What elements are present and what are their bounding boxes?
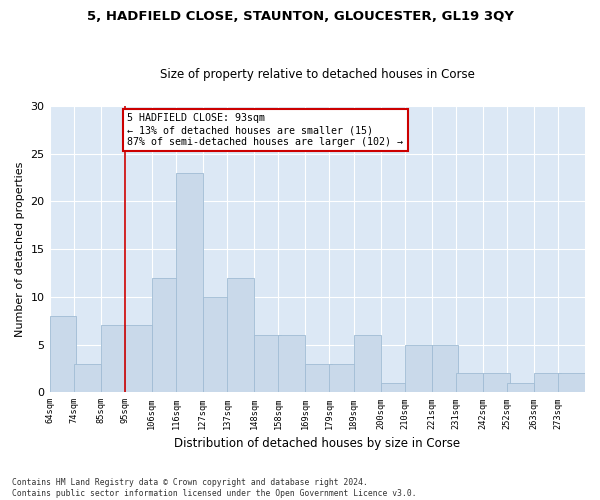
Bar: [203, 297, 230, 392]
Bar: [534, 373, 560, 392]
Y-axis label: Number of detached properties: Number of detached properties: [15, 162, 25, 336]
Bar: [405, 344, 431, 393]
Bar: [278, 335, 305, 392]
Bar: [354, 335, 380, 392]
Bar: [74, 364, 101, 392]
Bar: [483, 373, 509, 392]
Text: 5 HADFIELD CLOSE: 93sqm
← 13% of detached houses are smaller (15)
87% of semi-de: 5 HADFIELD CLOSE: 93sqm ← 13% of detache…: [127, 114, 403, 146]
Bar: [152, 278, 179, 392]
Bar: [101, 326, 127, 392]
Bar: [558, 373, 585, 392]
Bar: [431, 344, 458, 393]
Bar: [507, 383, 534, 392]
X-axis label: Distribution of detached houses by size in Corse: Distribution of detached houses by size …: [174, 437, 460, 450]
Bar: [254, 335, 281, 392]
Title: Size of property relative to detached houses in Corse: Size of property relative to detached ho…: [160, 68, 475, 81]
Text: 5, HADFIELD CLOSE, STAUNTON, GLOUCESTER, GL19 3QY: 5, HADFIELD CLOSE, STAUNTON, GLOUCESTER,…: [86, 10, 514, 23]
Bar: [329, 364, 356, 392]
Bar: [456, 373, 483, 392]
Bar: [305, 364, 332, 392]
Bar: [227, 278, 254, 392]
Bar: [50, 316, 76, 392]
Bar: [125, 326, 152, 392]
Text: Contains HM Land Registry data © Crown copyright and database right 2024.
Contai: Contains HM Land Registry data © Crown c…: [12, 478, 416, 498]
Bar: [176, 172, 203, 392]
Bar: [380, 383, 407, 392]
